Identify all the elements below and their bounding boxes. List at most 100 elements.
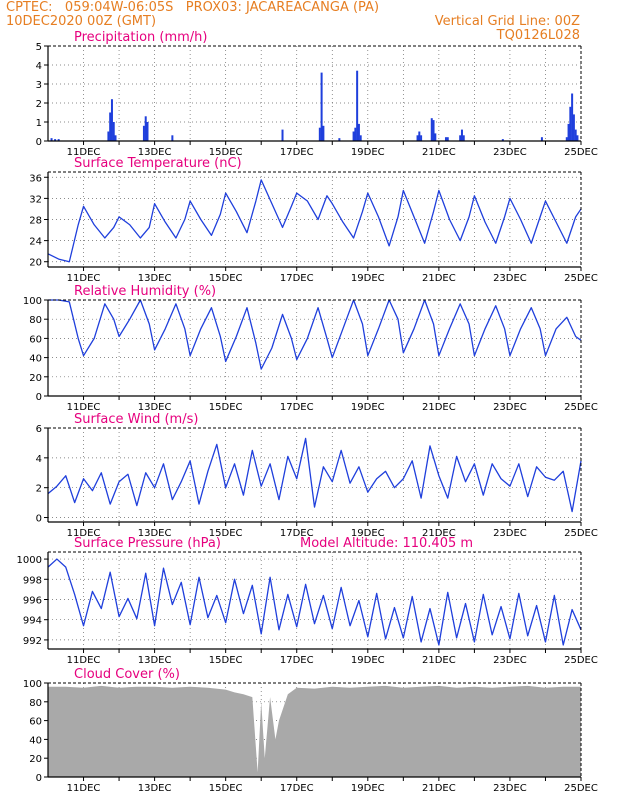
y-tick-label: 100: [23, 679, 42, 690]
precip-bar: [569, 106, 572, 141]
y-tick-label: 996: [23, 595, 42, 606]
y-tick-label: 4: [36, 61, 42, 72]
y-tick-label: 36: [29, 173, 42, 184]
y-tick-label: 1: [36, 118, 42, 129]
header-model-code: TQ0126L028: [496, 28, 580, 43]
y-tick-label: 4: [36, 454, 42, 465]
panel-4: [44, 551, 582, 653]
header-grid-note: Vertical Grid Line: 00Z: [434, 14, 580, 29]
x-tick-label: 13DEC: [138, 655, 172, 666]
precip-bar: [110, 99, 113, 141]
y-tick-label: 0: [36, 773, 42, 784]
x-tick-label: 21DEC: [422, 528, 456, 539]
panel-title: Surface Pressure (hPa): [74, 536, 221, 551]
x-tick-label: 17DEC: [280, 655, 314, 666]
x-tick-label: 17DEC: [280, 783, 314, 794]
precip-bar: [146, 122, 149, 141]
y-tick-label: 80: [29, 698, 42, 709]
precip-bar: [460, 129, 463, 141]
precip-bar: [444, 137, 447, 141]
x-tick-label: 23DEC: [493, 655, 527, 666]
y-tick-label: 60: [29, 717, 42, 728]
precip-bar: [434, 133, 437, 141]
precip-bar: [318, 127, 321, 141]
x-tick-label: 19DEC: [351, 528, 385, 539]
precip-bar: [576, 135, 579, 141]
x-tick-label: 13DEC: [138, 273, 172, 284]
precip-bar: [142, 125, 145, 141]
precip-bar: [54, 139, 57, 141]
precip-bar: [572, 114, 575, 141]
panel-annotation: Model Altitude: 110.405 m: [300, 536, 473, 551]
precip-bar: [357, 123, 360, 141]
x-tick-label: 15DEC: [209, 528, 243, 539]
x-tick-label: 11DEC: [67, 273, 101, 284]
precip-bar: [462, 135, 465, 141]
y-tick-label: 40: [29, 354, 42, 365]
x-tick-label: 15DEC: [209, 402, 243, 413]
precip-bar: [416, 135, 419, 141]
panel-title: Cloud Cover (%): [74, 667, 180, 682]
precip-bar: [114, 135, 117, 141]
x-tick-label: 23DEC: [493, 402, 527, 413]
y-tick-label: 998: [23, 575, 42, 586]
header-init-time: 10DEC2020 00Z (GMT): [6, 14, 157, 29]
x-tick-label: 25DEC: [564, 528, 598, 539]
precip-bar: [459, 135, 462, 141]
y-tick-label: 32: [29, 194, 42, 205]
x-tick-label: 15DEC: [209, 273, 243, 284]
x-tick-label: 17DEC: [280, 528, 314, 539]
x-tick-label: 23DEC: [493, 273, 527, 284]
y-tick-label: 994: [23, 616, 42, 627]
x-tick-label: 11DEC: [67, 655, 101, 666]
x-tick-label: 25DEC: [564, 402, 598, 413]
precip-bar: [107, 131, 110, 141]
header-location: CPTEC: 059:04W-06:05S PROX03: JACAREACAN…: [6, 0, 380, 15]
precip-bar: [109, 112, 112, 141]
x-tick-label: 25DEC: [564, 655, 598, 666]
x-tick-label: 25DEC: [564, 273, 598, 284]
y-tick-label: 20: [29, 754, 42, 765]
x-tick-label: 19DEC: [351, 273, 385, 284]
panel-title: Surface Temperature (nC): [74, 156, 242, 171]
y-tick-label: 2: [36, 484, 42, 495]
y-tick-label: 5: [36, 42, 42, 53]
y-tick-label: 60: [29, 334, 42, 345]
x-tick-label: 23DEC: [493, 147, 527, 158]
y-tick-label: 20: [29, 258, 42, 269]
precip-bar: [322, 125, 325, 141]
panel-2: [44, 299, 582, 400]
y-tick-label: 3: [36, 80, 42, 91]
y-tick-label: 1000: [17, 555, 42, 566]
y-tick-label: 0: [36, 137, 42, 148]
y-tick-label: 100: [23, 296, 42, 307]
x-tick-label: 13DEC: [138, 402, 172, 413]
y-tick-label: 40: [29, 735, 42, 746]
x-tick-label: 15DEC: [209, 147, 243, 158]
precip-bar: [432, 120, 435, 141]
panel-0: [44, 45, 582, 145]
precip-bar: [565, 137, 568, 141]
y-tick-label: 80: [29, 315, 42, 326]
series-line: [48, 299, 582, 370]
x-tick-label: 11DEC: [67, 783, 101, 794]
x-tick-label: 13DEC: [138, 783, 172, 794]
precip-bar: [320, 72, 323, 141]
precip-bar: [420, 135, 423, 141]
x-tick-label: 13DEC: [138, 528, 172, 539]
precip-bar: [446, 137, 449, 141]
x-tick-label: 17DEC: [280, 273, 314, 284]
precip-bar: [144, 116, 147, 141]
precip-bar: [430, 118, 433, 141]
y-tick-label: 0: [36, 392, 42, 403]
x-tick-label: 21DEC: [422, 147, 456, 158]
x-tick-label: 25DEC: [564, 147, 598, 158]
precip-bar: [574, 129, 577, 141]
panel-1: [44, 171, 582, 271]
y-tick-label: 24: [29, 237, 42, 248]
y-tick-label: 992: [23, 636, 42, 647]
precip-bar: [359, 135, 362, 141]
y-tick-label: 2: [36, 99, 42, 110]
precip-bar: [50, 138, 53, 141]
